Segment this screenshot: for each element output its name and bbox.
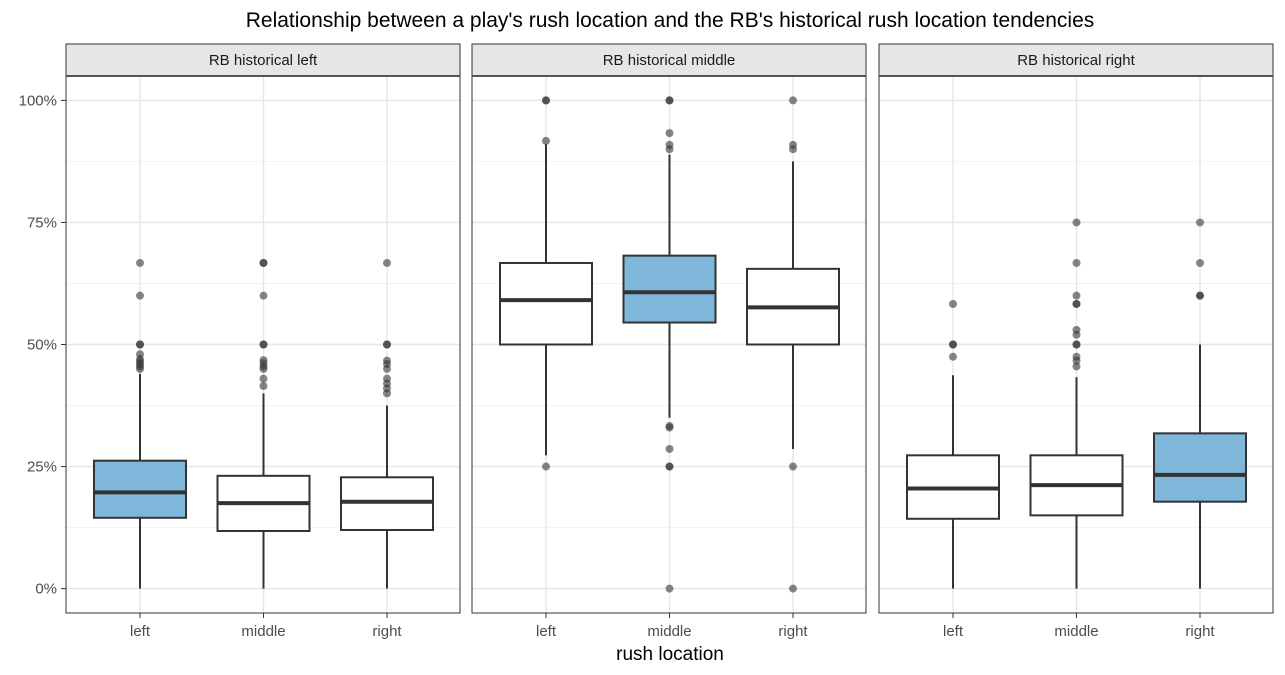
y-tick-label: 75%	[27, 214, 57, 231]
outlier-point	[665, 444, 674, 453]
x-tick-label: left	[130, 623, 151, 640]
box-left	[906, 299, 1000, 589]
outlier-point	[789, 96, 797, 105]
box-iqr	[622, 254, 717, 324]
outlier-point	[665, 140, 674, 149]
outlier-point	[665, 129, 674, 138]
box-left	[93, 258, 187, 589]
y-axis: 0% 25% 50% 75% 100%	[19, 92, 66, 598]
outlier-point	[1196, 291, 1204, 300]
box-iqr	[93, 459, 187, 519]
facet-panel: RB historical right left middle right	[878, 43, 1274, 640]
outlier-point	[383, 374, 391, 383]
outlier-point	[665, 462, 674, 471]
outlier-point	[136, 340, 144, 349]
box-middle	[216, 258, 311, 589]
box-iqr	[499, 261, 593, 346]
outlier-point	[383, 356, 391, 365]
facet-strip-label: RB historical middle	[603, 52, 736, 69]
outlier-point	[383, 258, 391, 267]
outlier-point	[665, 584, 674, 593]
box-left	[499, 96, 593, 471]
outlier-point	[1072, 299, 1081, 308]
facet-strip	[65, 43, 461, 77]
outlier-point	[383, 340, 391, 349]
outlier-point	[542, 136, 550, 145]
outlier-point	[789, 140, 797, 149]
x-tick-label: left	[536, 623, 557, 640]
outlier-point	[259, 258, 268, 267]
box-middle	[622, 96, 717, 593]
x-tick-label: right	[778, 623, 808, 640]
outlier-point	[1072, 258, 1081, 267]
outlier-point	[1072, 218, 1081, 227]
x-tick-label: middle	[647, 623, 691, 640]
x-tick-label: right	[1185, 623, 1215, 640]
facet-strip-label: RB historical left	[209, 52, 318, 69]
outlier-point	[665, 96, 674, 105]
outlier-point	[1196, 258, 1204, 267]
outlier-point	[136, 258, 144, 267]
box-middle	[1029, 218, 1124, 589]
y-tick-label: 50%	[27, 337, 57, 354]
outlier-point	[949, 340, 957, 349]
facet-panel: RB historical middle left middle right	[471, 43, 867, 640]
box-right	[340, 258, 434, 589]
outlier-point	[542, 96, 550, 105]
y-tick-label: 100%	[19, 92, 57, 109]
outlier-point	[259, 356, 268, 365]
facet-panel: RB historical left left middle right	[65, 43, 461, 640]
outlier-point	[1072, 362, 1081, 371]
outlier-point	[789, 462, 797, 471]
outlier-point	[665, 422, 674, 431]
outlier-point	[949, 352, 957, 361]
outlier-point	[949, 299, 957, 308]
box-right	[746, 96, 840, 593]
outlier-point	[789, 584, 797, 593]
outlier-point	[542, 462, 550, 471]
x-tick-label: middle	[1054, 623, 1098, 640]
outlier-point	[1072, 325, 1081, 334]
outlier-point	[1072, 340, 1081, 349]
outlier-point	[1072, 352, 1081, 361]
x-tick-label: right	[372, 623, 402, 640]
outlier-point	[259, 374, 268, 383]
chart-title: Relationship between a play's rush locat…	[246, 9, 1095, 32]
outlier-point	[1072, 291, 1081, 300]
box-right	[1153, 218, 1247, 589]
box-iqr	[1153, 432, 1247, 503]
x-axis-title: rush location	[616, 644, 724, 665]
y-tick-label: 0%	[35, 581, 57, 598]
y-tick-label: 25%	[27, 459, 57, 476]
outlier-point	[1196, 218, 1204, 227]
x-tick-label: left	[943, 623, 964, 640]
outlier-point	[259, 291, 268, 300]
facet-strip	[471, 43, 867, 77]
x-tick-label: middle	[241, 623, 285, 640]
outlier-point	[136, 291, 144, 300]
outlier-point	[259, 340, 268, 349]
outlier-point	[136, 350, 144, 359]
facet-strip-label: RB historical right	[1017, 52, 1135, 69]
outlier-point	[259, 381, 268, 390]
